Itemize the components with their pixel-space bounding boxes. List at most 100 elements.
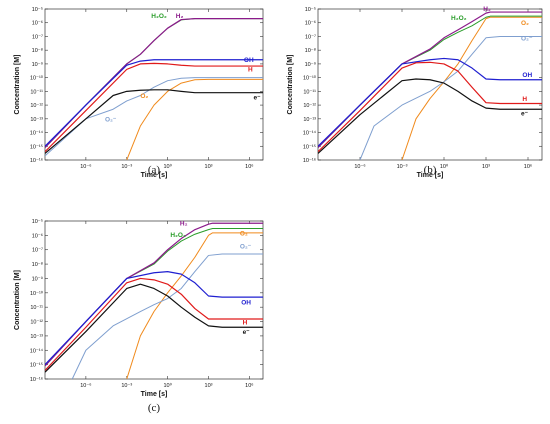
x-tick-label: 10⁻³ [121,164,132,170]
x-axis-title: Time [s] [141,391,168,398]
y-tick-label: 10⁻⁹ [32,275,43,282]
y-tick-label: 10⁻⁹ [305,61,316,68]
y-tick-label: 10⁻⁶ [32,232,43,239]
y-tick-label: 10⁻⁵ [32,6,43,13]
series-label-h2: H₂ [176,13,184,20]
x-tick-label: 10⁶ [245,163,253,170]
x-tick-label: 10⁻³ [397,164,408,170]
y-tick-label: 10⁻¹⁰ [30,75,44,82]
series-label-h: H [522,96,527,103]
y-tick-label: 10⁻¹⁶ [303,157,316,164]
series-line-h [45,62,263,153]
panel-caption: (a) [148,164,161,176]
chart-panel-3: 10⁻⁵ 10⁻⁶ 10⁻⁷ 10⁻⁸ 10⁻⁹ 10⁻¹⁰ 10⁻¹¹ 10⁻¹² 10⁻¹³… [14,218,264,414]
series-label-e: e⁻ [521,110,529,117]
series-line-h2o2 [318,15,542,148]
plot-frame [44,220,264,380]
y-axis-title: Concentration [M] [14,270,21,330]
series-label-o2m: O₂⁻ [240,243,252,250]
series-label-h2o2: H₂O₂ [170,232,186,239]
chart-panel-1: 10⁻⁵ 10⁻⁶ 10⁻⁷ 10⁻⁸ 10⁻⁹ 10⁻¹⁰ 10⁻¹¹ 10⁻¹² 10⁻¹³… [14,6,264,179]
y-tick-label: 10⁻¹⁴ [30,130,44,137]
y-tick-label: 10⁻¹⁵ [30,362,43,369]
series-line-o2m [71,253,263,379]
y-tick-label: 10⁻⁹ [32,61,43,68]
x-tick-label: 10³ [205,383,213,389]
y-tick-label: 10⁻⁶ [32,20,43,27]
y-tick-label: 10⁻¹¹ [303,89,316,95]
y-tick-label: 10⁻¹⁰ [303,75,317,82]
y-tick-label: 10⁻¹² [30,320,43,326]
series-line-e [318,78,542,154]
series-line-e [45,89,263,154]
y-tick-label: 10⁻¹³ [303,117,316,123]
series-label-h2o2: H₂O₂ [151,13,167,20]
y-tick-label: 10⁻¹² [303,103,316,109]
y-tick-label: 10⁻¹¹ [30,89,43,95]
series-line-h2 [45,17,263,149]
y-tick-label: 10⁻⁶ [305,20,316,27]
y-tick-label: 10⁻⁸ [32,261,43,268]
y-tick-label: 10⁻⁷ [305,33,316,40]
y-tick-label: 10⁻⁸ [305,47,316,54]
y-tick-label: 10⁻¹⁴ [303,130,317,137]
series-line-h2 [45,222,263,367]
series-label-h: H [243,319,248,326]
panel-caption: (b) [424,164,437,176]
series-label-h2: H₂ [483,6,491,13]
y-tick-label: 10⁻⁸ [32,47,43,54]
series-line-o2 [401,16,542,160]
series-line-oh [45,59,263,147]
x-tick-label: 10⁻⁶ [80,163,91,170]
series-line-oh [45,271,263,366]
plot-frame [44,8,264,161]
series-label-h2: H₂ [180,220,188,227]
series-line-o2 [126,78,263,160]
series-line-h2o2 [45,18,263,148]
y-tick-label: 10⁻¹³ [30,117,43,123]
series-label-oh: OH [241,299,251,306]
plot-frame [317,8,543,161]
series-label-oh: OH [522,72,532,79]
y-tick-label: 10⁻¹⁴ [30,347,44,354]
series-line-h [45,277,263,371]
y-tick-label: 10⁻¹⁰ [30,290,44,297]
y-axis-title: Concentration [M] [14,55,21,115]
y-tick-label: 10⁻¹⁶ [30,376,43,383]
series-line-o2m [359,35,542,160]
y-tick-label: 10⁻¹¹ [30,305,43,311]
y-tick-label: 10⁻¹³ [30,334,43,340]
y-tick-label: 10⁻¹⁶ [30,157,43,164]
panel-caption: (c) [148,402,161,414]
series-label-e: e⁻ [243,329,251,336]
series-line-h [318,61,542,153]
x-tick-label: 10⁰ [163,163,172,170]
series-label-o2: O₂ [521,20,529,27]
series-line-o2m [45,77,263,157]
x-tick-label: 10³ [205,164,213,170]
x-tick-label: 10⁻³ [121,383,132,389]
series-label-o2m: O₂⁻ [105,117,117,124]
series-label-o2: O₂ [140,93,148,100]
series-label-h2o2: H₂O₂ [451,15,467,22]
series-label-e: e⁻ [253,95,261,102]
series-line-e [45,283,263,373]
x-axis-title: Time [s] [417,172,444,179]
series-label-o2: O₂ [240,230,248,237]
x-tick-label: 10⁰ [440,163,449,170]
x-tick-label: 10⁻⁶ [80,382,91,389]
x-tick-label: 10⁶ [245,382,253,389]
series-line-o2 [126,232,263,379]
y-tick-label: 10⁻¹⁵ [303,143,316,150]
x-tick-label: 10⁶ [524,163,532,170]
series-label-h: H [248,66,253,73]
y-tick-label: 10⁻⁵ [305,6,316,13]
y-tick-label: 10⁻⁷ [32,33,43,40]
y-tick-label: 10⁻⁵ [32,218,43,225]
x-tick-label: 10³ [482,164,490,170]
series-label-oh: OH [244,57,254,64]
series-label-o2m: O₂⁻ [521,36,533,43]
y-axis-title: Concentration [M] [287,55,294,115]
series-line-oh [318,57,542,147]
